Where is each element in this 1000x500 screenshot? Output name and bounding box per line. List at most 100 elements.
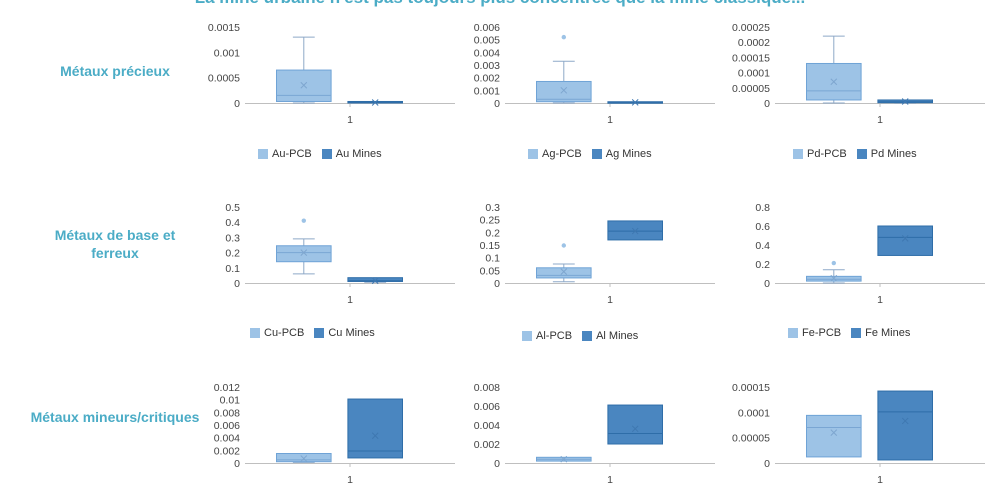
y-tick-label: 0.2 — [755, 259, 770, 271]
chart-panel-minor-2: 0 0.002 0.004 0.006 0.008 1 — [455, 375, 720, 490]
y-tick-label: 0.006 — [474, 22, 500, 34]
box-iqr — [877, 390, 933, 461]
box-mines — [607, 99, 663, 106]
box-plot-svg: 0 0.00005 0.0001 0.00015 0.0002 0.00025 1 — [732, 22, 985, 126]
legend-swatch-mines — [582, 331, 593, 341]
x-category-label: 1 — [877, 294, 883, 306]
y-tick-label: 0.003 — [474, 60, 500, 72]
legend-item-pcb: Cu-PCB — [250, 327, 304, 339]
box-pcb — [276, 36, 332, 104]
y-tick-label: 0.05 — [480, 265, 501, 277]
legend-item-pcb: Al-PCB — [522, 330, 572, 342]
y-tick-label: 0.2 — [225, 248, 240, 260]
x-category-label: 1 — [607, 114, 613, 126]
mean-marker — [631, 425, 639, 433]
y-tick-label: 0.00015 — [732, 382, 770, 394]
row-label-minor-critical: Métaux mineurs/critiques — [30, 409, 200, 425]
mean-marker — [560, 268, 568, 275]
box-iqr — [347, 398, 403, 459]
legend-swatch-pcb — [258, 149, 268, 159]
box-plot-svg: 0 0.1 0.2 0.3 0.4 0.5 1 — [225, 202, 455, 306]
y-tick-label: 0.3 — [225, 232, 240, 244]
outlier-point — [301, 218, 306, 223]
y-tick-label: 0.3 — [485, 202, 500, 214]
y-tick-label: 0.1 — [485, 253, 500, 265]
legend-swatch-mines — [851, 328, 862, 338]
legend-item-pcb: Fe-PCB — [788, 327, 841, 339]
y-tick-label: 0.012 — [214, 382, 240, 394]
legend-label: Fe-PCB — [802, 327, 842, 339]
legend-item-mines: Pd Mines — [856, 148, 917, 160]
legend-cu: Cu-PCB Cu Mines — [250, 327, 375, 339]
outlier-point — [561, 243, 566, 248]
y-tick-label: 0.00005 — [732, 83, 770, 95]
legend-swatch-pcb — [528, 149, 538, 159]
y-tick-label: 0.004 — [474, 420, 500, 432]
box-plot-svg: 0 0.0005 0.001 0.0015 1 — [208, 22, 455, 126]
box-pcb — [276, 453, 332, 463]
legend-swatch-pcb — [250, 328, 260, 338]
legend-swatch-pcb — [788, 328, 798, 338]
y-tick-label: 0.8 — [755, 202, 770, 214]
mean-marker — [560, 86, 568, 94]
legend-label: Pd Mines — [870, 148, 917, 160]
legend-item-mines: Fe Mines — [851, 327, 910, 339]
x-category-label: 1 — [347, 294, 353, 306]
row-label-base-ferrous: Métaux de base et ferreux — [54, 227, 176, 261]
y-tick-label: 0 — [234, 278, 240, 290]
x-category-label: 1 — [347, 474, 353, 486]
y-tick-label: 0.0015 — [208, 22, 240, 34]
box-plot-svg: 0 0.002 0.004 0.006 0.008 1 — [474, 382, 715, 486]
y-tick-label: 0.0001 — [738, 407, 770, 419]
chart-panel-pd: 0 0.00005 0.0001 0.00015 0.0002 0.00025 1 — [725, 15, 990, 130]
box-pcb — [806, 35, 862, 104]
x-category-label: 1 — [877, 114, 883, 126]
box-pcb — [536, 243, 592, 283]
box-pcb — [536, 34, 592, 104]
y-tick-label: 0.15 — [480, 240, 501, 252]
mean-marker — [901, 417, 909, 425]
outlier-point — [561, 34, 566, 40]
box-iqr — [276, 453, 332, 463]
y-tick-label: 0.004 — [214, 433, 240, 445]
box-iqr — [536, 80, 592, 103]
y-tick-label: 0 — [764, 278, 770, 290]
legend-item-pcb: Ag-PCB — [528, 148, 582, 160]
y-tick-label: 0 — [494, 98, 500, 110]
y-tick-label: 0.002 — [474, 439, 500, 451]
legend-pd: Pd-PCB Pd Mines — [793, 148, 917, 160]
y-tick-label: 0.1 — [225, 263, 240, 275]
legend-ag: Ag-PCB Ag Mines — [528, 148, 652, 160]
legend-label: Au-PCB — [272, 148, 312, 160]
box-iqr — [536, 267, 592, 279]
x-category-label: 1 — [877, 474, 883, 486]
y-tick-label: 0 — [764, 98, 770, 110]
mean-marker — [300, 249, 308, 256]
mean-marker — [830, 429, 838, 436]
legend-label: Fe Mines — [865, 327, 911, 339]
y-tick-label: 0.4 — [225, 217, 240, 229]
legend-label: Cu-PCB — [264, 327, 305, 339]
legend-item-pcb: Au-PCB — [258, 148, 312, 160]
legend-al: Al-PCB Al Mines — [522, 330, 638, 342]
y-tick-label: 0.005 — [474, 35, 500, 47]
box-iqr — [276, 245, 332, 263]
y-tick-label: 0.25 — [480, 215, 501, 227]
x-category-label: 1 — [607, 474, 613, 486]
mean-marker — [371, 99, 379, 106]
box-mines — [877, 225, 933, 256]
mean-marker — [631, 227, 639, 235]
legend-swatch-pcb — [793, 149, 803, 159]
chart-panel-cu: 0 0.1 0.2 0.3 0.4 0.5 1 — [195, 195, 460, 310]
y-tick-label: 0.5 — [225, 202, 240, 214]
mean-marker — [300, 455, 308, 462]
y-tick-label: 0.0001 — [738, 68, 770, 80]
mean-marker — [631, 99, 639, 106]
y-tick-label: 0.006 — [214, 420, 240, 432]
legend-label: Ag-PCB — [542, 148, 582, 160]
legend-label: Cu Mines — [328, 327, 375, 339]
row-label-precious: Métaux précieux — [60, 63, 170, 79]
box-mines — [877, 390, 933, 461]
box-iqr — [806, 414, 862, 458]
box-mines — [347, 398, 403, 459]
